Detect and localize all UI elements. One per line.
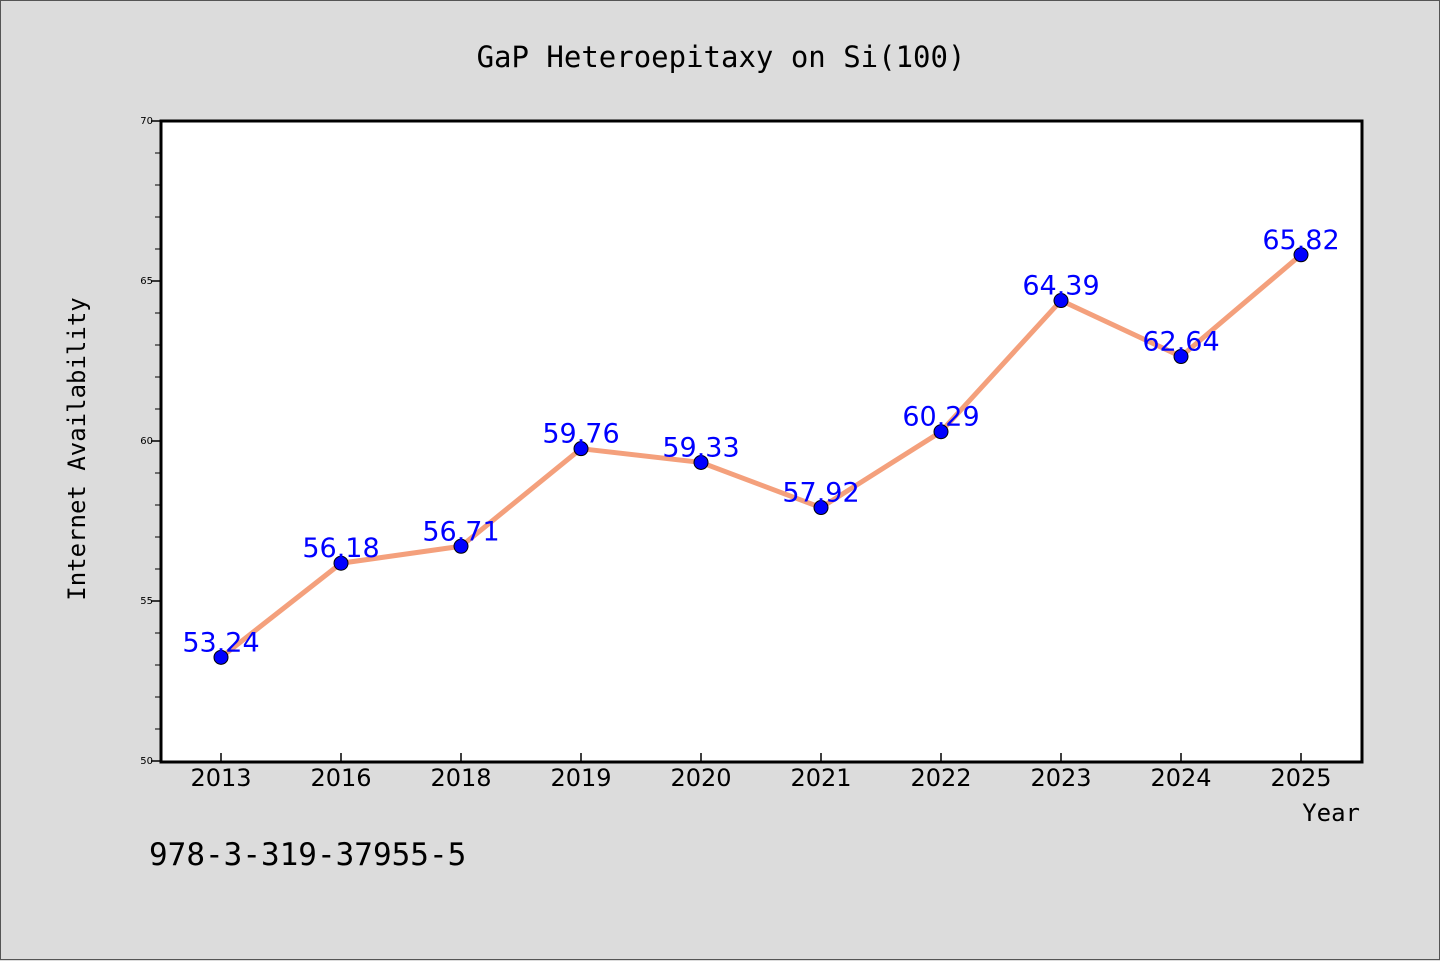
- data-label: 56.71: [422, 516, 499, 547]
- x-tick-label: 2013: [190, 764, 251, 792]
- x-tick-label: 2020: [670, 764, 731, 792]
- y-axis: 50 55 60 65 70: [140, 116, 161, 767]
- data-point: [813, 500, 829, 516]
- plot-area: [159, 119, 1364, 764]
- data-point: [1293, 247, 1309, 263]
- data-point: [1173, 349, 1189, 365]
- y-tick-label: 70: [140, 116, 153, 127]
- data-label: 62.64: [1142, 327, 1219, 358]
- data-point: [693, 454, 709, 470]
- x-tick-label: 2024: [1150, 764, 1211, 792]
- x-tick-label: 2019: [550, 764, 611, 792]
- x-tick-label: 2016: [310, 764, 371, 792]
- data-label: 59.76: [542, 419, 619, 450]
- data-label: 65.82: [1262, 225, 1339, 256]
- data-label: 60.29: [902, 402, 979, 433]
- x-axis-label: Year: [1302, 799, 1360, 827]
- data-point: [1053, 293, 1069, 309]
- x-tick-label: 2021: [790, 764, 851, 792]
- isbn-annotation: 978-3-319-37955-5: [149, 837, 466, 873]
- data-point: [453, 538, 469, 554]
- y-axis-label: Internet Availability: [63, 297, 91, 600]
- data-point: [933, 424, 949, 440]
- y-tick-label: 65: [140, 276, 153, 287]
- data-point: [333, 555, 349, 571]
- data-label: 64.39: [1022, 271, 1099, 302]
- y-tick-label: 55: [140, 596, 153, 607]
- data-label: 53.24: [182, 627, 259, 658]
- x-tick-label: 2025: [1270, 764, 1331, 792]
- data-point: [213, 649, 229, 665]
- data-label: 57.92: [782, 478, 859, 509]
- y-tick-label: 60: [140, 436, 153, 447]
- x-tick-label: 2022: [910, 764, 971, 792]
- data-markers: [213, 247, 1309, 665]
- x-tick-label: 2023: [1030, 764, 1091, 792]
- data-labels: 53.24 56.18 56.71 59.76 59.33 57.92 60.29 64.39…: [182, 225, 1339, 659]
- data-point: [573, 441, 589, 457]
- series-line: [219, 252, 1303, 660]
- x-axis: 2013 2016 2018 2019 2020 2021 2022 2023 2024 2025: [190, 753, 1332, 792]
- chart-title: GaP Heteroepitaxy on Si(100): [477, 40, 966, 74]
- x-tick-label: 2018: [430, 764, 491, 792]
- data-label: 59.33: [662, 432, 739, 463]
- data-label: 56.18: [302, 533, 379, 564]
- y-tick-label: 50: [140, 756, 153, 767]
